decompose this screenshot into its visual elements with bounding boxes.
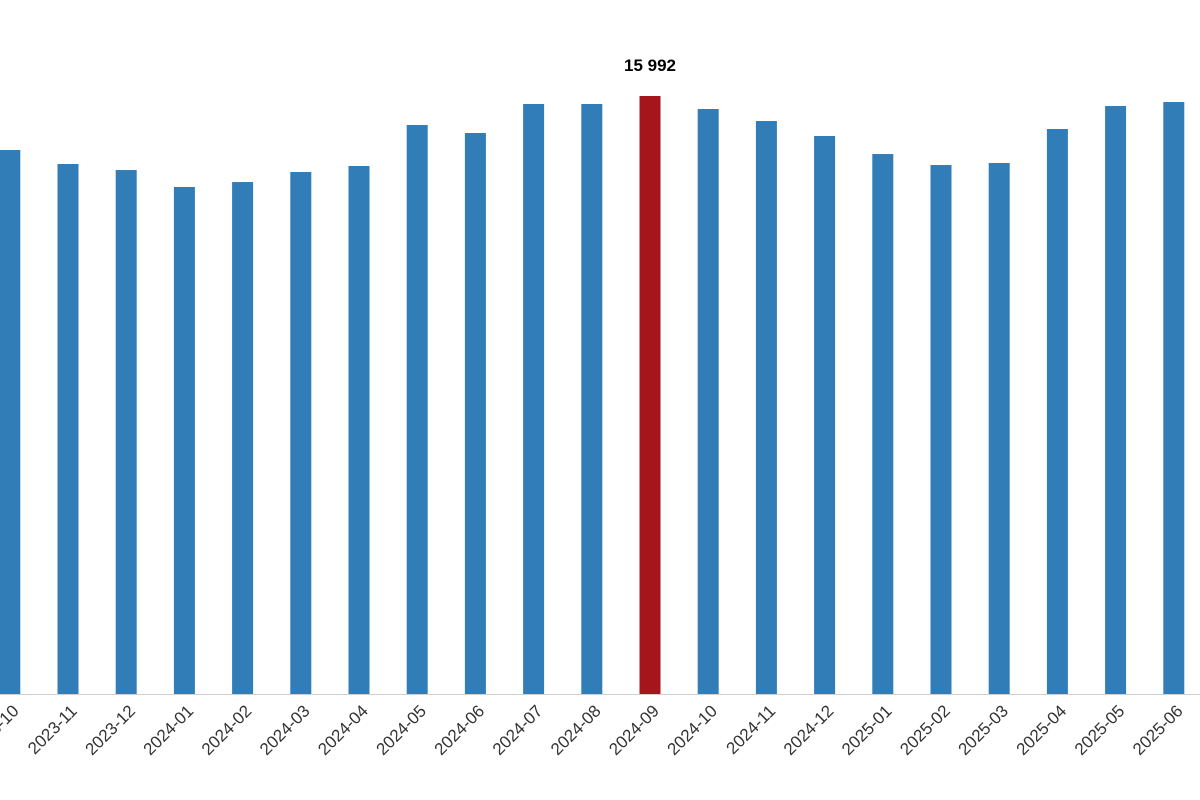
bar xyxy=(639,95,661,694)
x-tick-label: 2024-11 xyxy=(723,701,780,758)
x-tick-label: 2025-03 xyxy=(954,701,1012,759)
x-tick-label: 2024-05 xyxy=(372,701,430,759)
bar xyxy=(523,103,545,695)
bar xyxy=(872,154,894,694)
x-tick-label: 2025-06 xyxy=(1129,701,1187,759)
x-tick-label: 2024-09 xyxy=(605,701,663,759)
x-tick-label: 2024-03 xyxy=(256,701,314,759)
x-tick-label: 2024-10 xyxy=(663,701,721,759)
x-tick-label: 2025-05 xyxy=(1071,701,1129,759)
bar xyxy=(57,164,79,694)
bar xyxy=(464,133,486,695)
bar xyxy=(406,125,428,695)
bar xyxy=(930,165,952,694)
x-tick-label: 2023-10 xyxy=(0,701,23,759)
bar xyxy=(1163,102,1185,695)
x-tick-label: 2024-12 xyxy=(780,701,838,759)
x-tick-label: 2024-02 xyxy=(198,701,256,759)
x-tick-label: 2023-11 xyxy=(24,701,81,758)
bar xyxy=(348,165,370,695)
x-tick-label: 2024-04 xyxy=(314,701,372,759)
bar xyxy=(173,187,195,694)
value-label: 15 992 xyxy=(624,56,676,75)
x-tick-label: 2025-01 xyxy=(838,701,896,759)
bar xyxy=(1046,129,1068,695)
bar xyxy=(581,103,603,695)
x-tick-label: 2024-01 xyxy=(140,701,198,759)
x-tick-label: 2025-04 xyxy=(1013,701,1071,759)
x-tick-label: 2023-12 xyxy=(81,701,139,759)
bar xyxy=(0,150,21,694)
bar xyxy=(290,172,312,694)
bar xyxy=(814,136,836,695)
x-tick-label: 2024-06 xyxy=(431,701,489,759)
x-tick-label: 2024-08 xyxy=(547,701,605,759)
bar xyxy=(1105,106,1127,695)
bar xyxy=(232,182,254,694)
bar xyxy=(755,121,777,695)
x-tick-label: 2024-07 xyxy=(489,701,547,759)
bar xyxy=(115,170,137,694)
bar xyxy=(697,109,719,695)
x-tick-label: 2025-02 xyxy=(896,701,954,759)
bar xyxy=(988,163,1010,695)
